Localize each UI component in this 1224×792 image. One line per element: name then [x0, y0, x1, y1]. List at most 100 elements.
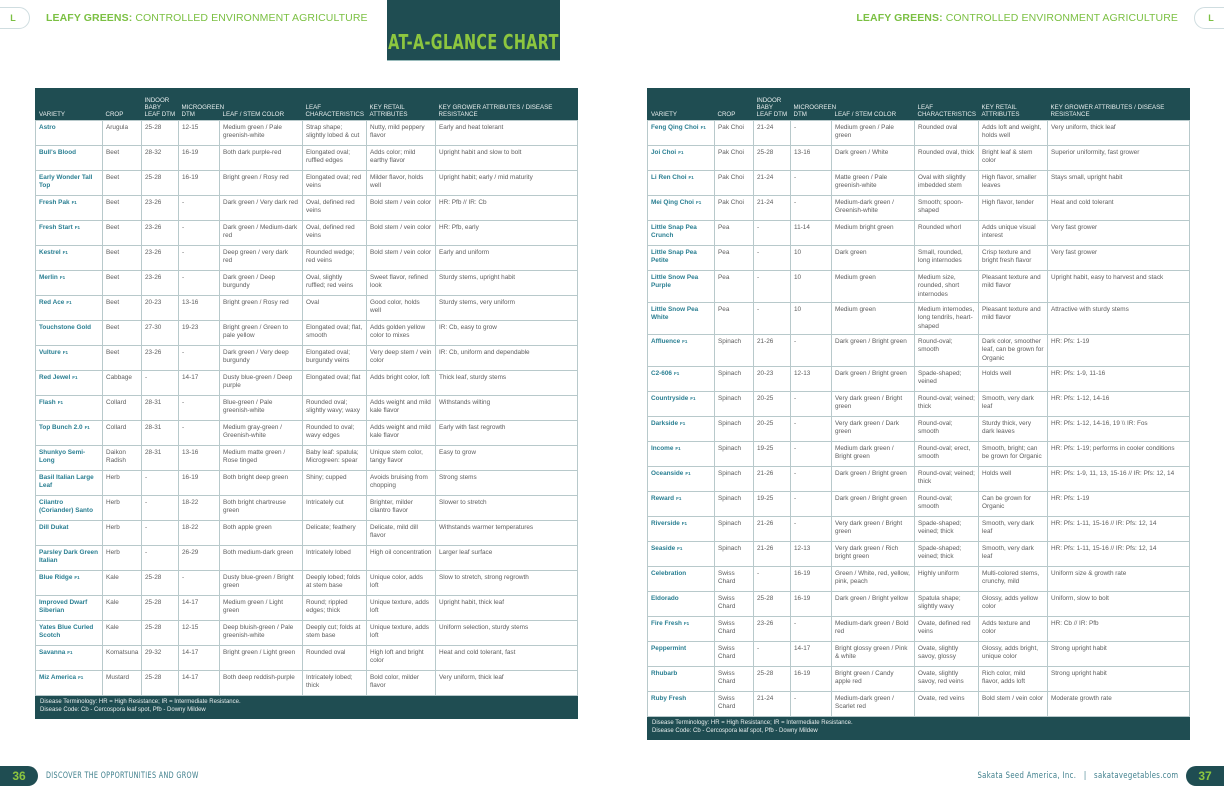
leaf-characteristics-cell: Deeply cut; folds at stem base [302, 620, 367, 646]
leaf-stem-color-cell: Medium green [831, 301, 915, 335]
leaf-characteristics-cell: Spade-shaped; veined [914, 365, 979, 392]
table-row: Vulture F1 Beet 23-26- Dark green / Very dee… [35, 345, 578, 371]
microgreen-dtm-cell: 14-17 [178, 645, 220, 671]
column-header: VARIETY [647, 88, 715, 121]
grower-attributes-cell: Slower to stretch [435, 495, 578, 521]
crop-cell: Swiss Chard [714, 665, 754, 692]
leaf-stem-color-cell: Medium-dark green / Greenish-white [831, 195, 915, 221]
variety-cell: Fire Fresh F1 [647, 615, 715, 642]
leaf-stem-color-cell: Very dark green / Dark green [831, 415, 915, 442]
table-row: Income F1 Spinach 19-25- Medium dark green /… [647, 440, 1190, 467]
grower-attributes-cell: Very uniform, thick leaf [435, 670, 578, 696]
microgreen-dtm-cell: 16-19 [790, 565, 832, 592]
variety-cell: Reward F1 [647, 490, 715, 517]
leaf-stem-color-cell: Bright green / Rosy red [219, 295, 303, 321]
grower-attributes-cell: Strong upright habit [1047, 640, 1190, 667]
crop-cell: Spinach [714, 390, 754, 417]
variety-cell: Kestrel F1 [35, 245, 103, 271]
leaf-characteristics-cell: Rounded oval [302, 645, 367, 671]
variety-cell: Cilantro (Coriander) Santo [35, 495, 103, 521]
leaf-stem-color-cell: Both medium-dark green [219, 545, 303, 571]
microgreen-dtm-cell: - [790, 515, 832, 542]
hybrid-f1-label: F1 [66, 300, 72, 305]
baby-leaf-dtm-cell: 28-32 [141, 145, 179, 171]
crop-cell: Swiss Chard [714, 590, 754, 617]
variety-cell: Little Snow Pea White [647, 301, 715, 335]
microgreen-dtm-cell: 18-22 [178, 520, 220, 546]
disease-code-note: Disease Code: Cb - Cercospora leaf spot,… [652, 727, 818, 734]
table-note: Disease Terminology: HR = High Resistanc… [35, 695, 578, 719]
leaf-characteristics-cell: Rounded to oval; wavy edges [302, 420, 367, 446]
variety-cell: Joi Choi F1 [647, 145, 715, 171]
microgreen-dtm-cell: 10 [790, 270, 832, 303]
microgreen-dtm-cell: - [178, 245, 220, 271]
table-row: Merlin F1 Beet 23-26- Dark green / Deep burg… [35, 270, 578, 296]
grower-attributes-cell: Moderate growth rate [1047, 690, 1190, 717]
variety-name: C2-606 [651, 369, 672, 377]
crop-cell: Spinach [714, 465, 754, 492]
grower-attributes-cell: Upright habit, easy to harvest and stack [1047, 270, 1190, 303]
grower-attributes-cell: Heat and cold tolerant [1047, 195, 1190, 221]
hybrid-f1-label: F1 [57, 400, 63, 405]
retail-attributes-cell: Smooth, very dark leaf [978, 540, 1048, 567]
crop-cell: Herb [102, 520, 142, 546]
leaf-stem-color-cell: Very dark green / Bright green [831, 390, 915, 417]
variety-name: Red Jewel [39, 374, 71, 381]
retail-attributes-cell: High loft and bright color [366, 645, 436, 671]
leaf-characteristics-cell: Elongated oval; flat [302, 370, 367, 396]
retail-attributes-cell: Bold stem / vein color [366, 245, 436, 271]
crop-cell: Beet [102, 295, 142, 321]
table-row: Oceanside F1 Spinach 21-26- Dark green / Bri… [647, 465, 1190, 492]
variety-name: Touchstone Gold [39, 324, 92, 331]
table-row: Peppermint Swiss Chard -14-17 Bright glossy… [647, 640, 1190, 667]
variety-name: Blue Ridge [39, 574, 73, 581]
crop-cell: Spinach [714, 365, 754, 392]
grower-attributes-cell: IR: Cb, uniform and dependable [435, 345, 578, 371]
microgreen-dtm-cell: 16-19 [790, 590, 832, 617]
leaf-characteristics-cell: Smooth; spoon-shaped [914, 195, 979, 221]
page-title: AT-A-GLANCE CHART [388, 30, 559, 54]
column-header: KEY RETAIL ATTRIBUTES [366, 88, 436, 121]
microgreen-dtm-cell: 14-17 [790, 640, 832, 667]
leaf-characteristics-cell: Round; rippled edges; thick [302, 595, 367, 621]
leaf-characteristics-cell: Oval with slightly imbedded stem [914, 170, 979, 196]
variety-name: Red Ace [39, 299, 65, 306]
variety-name: Improved Dwarf Siberian [39, 599, 88, 615]
baby-leaf-dtm-cell: 19-25 [753, 440, 791, 467]
variety-name: Flash [39, 399, 56, 406]
microgreen-dtm-cell: - [178, 195, 220, 221]
leaf-characteristics-cell: Oval, slightly ruffled; red veins [302, 270, 367, 296]
page-title-box: AT-A-GLANCE CHART [387, 0, 560, 61]
running-header-rest: CONTROLLED ENVIRONMENT AGRICULTURE [132, 12, 368, 24]
grower-attributes-cell: Larger leaf surface [435, 545, 578, 571]
leaf-characteristics-cell: Intricately cut [302, 495, 367, 521]
crop-cell: Spinach [714, 490, 754, 517]
variety-cell: Top Bunch 2.0 F1 [35, 420, 103, 446]
disease-terminology-note: Disease Terminology: HR = High Resistanc… [652, 719, 853, 726]
column-header: LEAF / STEM COLOR [831, 88, 915, 121]
leaf-stem-color-cell: Medium green [831, 270, 915, 303]
variety-cell: Basil Italian Large Leaf [35, 470, 103, 496]
microgreen-dtm-cell: 10 [790, 245, 832, 271]
variety-name: Little Snap Pea Crunch [651, 224, 697, 240]
leaf-stem-color-cell: Bright green / Green to pale yellow [219, 320, 303, 346]
microgreen-dtm-cell: - [790, 170, 832, 196]
microgreen-dtm-cell: - [178, 345, 220, 371]
variety-cell: Fresh Pak F1 [35, 195, 103, 221]
hybrid-f1-label: F1 [675, 445, 681, 451]
baby-leaf-dtm-cell: - [141, 520, 179, 546]
baby-leaf-dtm-cell: 25-28 [141, 570, 179, 596]
crop-cell: Pea [714, 245, 754, 271]
variety-cell: Parsley Dark Green Italian [35, 545, 103, 571]
grower-attributes-cell: IR: Cb, easy to grow [435, 320, 578, 346]
hybrid-f1-label: F1 [695, 200, 702, 205]
retail-attributes-cell: Crisp texture and bright fresh flavor [978, 245, 1048, 271]
variety-name: Rhubarb [651, 669, 678, 677]
grower-attributes-cell: HR: Pfs: 1-9, 11-16 [1047, 365, 1190, 392]
table-row: Reward F1 Spinach 19-25- Dark green / Bright… [647, 490, 1190, 517]
grower-attributes-cell: Superior uniformity, fast grower [1047, 145, 1190, 171]
page-number-left: 36 [0, 766, 38, 786]
microgreen-dtm-cell: 12-15 [178, 120, 220, 146]
hybrid-f1-label: F1 [71, 200, 77, 205]
leaf-characteristics-cell: Oval, defined red veins [302, 220, 367, 246]
